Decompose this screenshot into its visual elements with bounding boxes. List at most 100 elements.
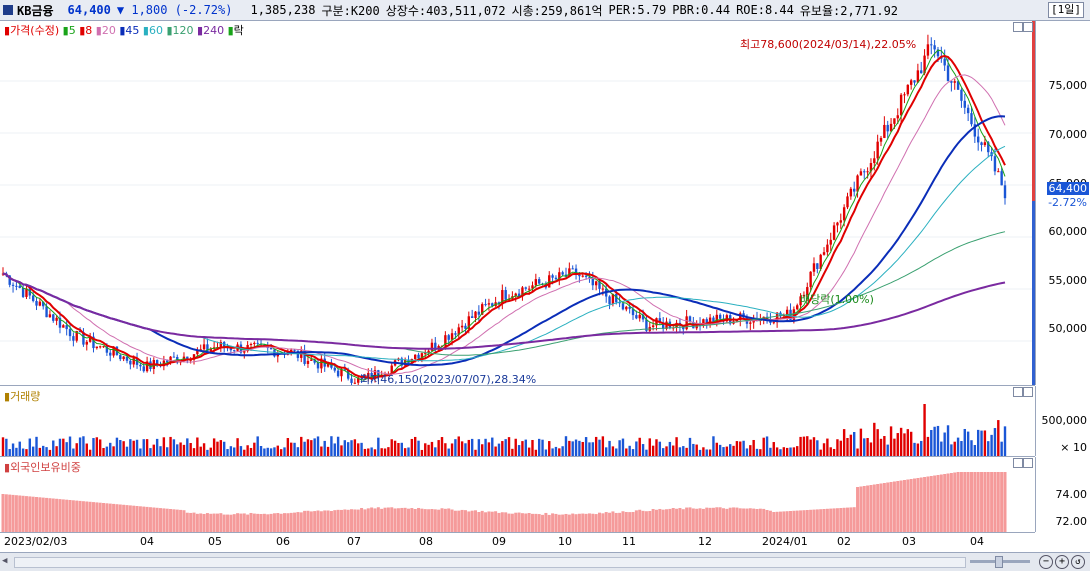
price-axis: 75,000 70,000 65,000 60,000 55,000 50,00… <box>1035 21 1090 385</box>
legend-ma5: 5 <box>68 24 76 37</box>
foreign-bar <box>269 513 273 532</box>
volume-bar <box>782 447 786 456</box>
zoom-out-icon[interactable]: − <box>1039 555 1053 569</box>
candle <box>303 350 306 364</box>
y-tick: 74.00 <box>1055 488 1088 501</box>
foreign-bar <box>420 508 424 532</box>
volume-bar <box>534 449 538 456</box>
volume-bar <box>688 437 692 456</box>
volume-bar <box>377 437 380 456</box>
volume-bar <box>571 441 574 456</box>
foreign-chart[interactable] <box>0 457 1035 532</box>
stock-icon <box>3 5 13 15</box>
candle <box>658 318 662 323</box>
foreign-bar <box>403 507 407 532</box>
volume-bar <box>631 449 635 456</box>
minimize-icon[interactable] <box>1013 22 1023 32</box>
zoom-slider-thumb[interactable] <box>995 556 1003 568</box>
candle <box>269 348 273 350</box>
candle <box>584 275 588 277</box>
candle <box>25 288 28 297</box>
candle <box>591 277 595 286</box>
candle <box>976 136 980 143</box>
zoom-in-icon[interactable]: + <box>1055 555 1069 569</box>
candle <box>35 300 38 306</box>
foreign-bar <box>772 512 776 532</box>
foreign-bar <box>802 510 806 532</box>
volume-bar <box>926 436 930 456</box>
candle <box>997 171 1000 173</box>
header-bar: KB금융 64,400 ▼ 1,800 (-2.72%) 1,385,238 구… <box>0 0 1090 21</box>
minimize-icon[interactable] <box>1013 458 1023 468</box>
candle <box>497 302 501 304</box>
volume-bar <box>635 441 638 456</box>
range-bar-down <box>1032 201 1035 385</box>
foreign-bar <box>799 510 803 532</box>
close-icon[interactable] <box>1023 22 1033 32</box>
minimize-icon[interactable] <box>1013 387 1023 397</box>
stock-name[interactable]: KB금융 <box>17 3 54 18</box>
y-tick: × 10 <box>1060 441 1087 454</box>
foreign-bar <box>38 497 42 532</box>
foreign-bar <box>755 508 759 532</box>
foreign-bar <box>390 507 394 532</box>
volume-bar <box>799 436 802 456</box>
candle <box>109 352 112 356</box>
volume-chart[interactable] <box>0 386 1035 456</box>
foreign-bar <box>507 513 511 532</box>
candle <box>812 263 816 272</box>
foreign-bar <box>336 509 340 532</box>
horizontal-scrollbar[interactable] <box>14 557 966 568</box>
volume-bar <box>678 447 682 456</box>
period-selector[interactable]: [1일] <box>1048 2 1084 18</box>
close-icon[interactable] <box>1023 458 1033 468</box>
foreign-bar <box>641 510 645 532</box>
foreign-bar <box>148 507 152 532</box>
foreign-bar <box>929 476 933 532</box>
foreign-bar <box>319 511 323 532</box>
foreign-bar <box>634 510 638 532</box>
price-chart[interactable] <box>0 21 1035 385</box>
candle <box>62 325 65 328</box>
candle <box>42 301 45 307</box>
foreign-bar <box>705 507 709 532</box>
volume-bar <box>618 440 621 456</box>
foreign-bar <box>768 510 772 532</box>
volume-pane[interactable]: ▮거래량 <box>0 386 1035 457</box>
volume-bar <box>340 445 343 456</box>
high-annotation: 최고78,600(2024/03/14),22.05% <box>740 38 917 51</box>
foreign-bar <box>752 508 756 532</box>
candle <box>943 58 946 66</box>
volume-bar <box>82 436 85 456</box>
foreign-bar <box>936 475 940 532</box>
close-icon[interactable] <box>1023 387 1033 397</box>
foreign-bar <box>494 511 498 532</box>
volume-bar <box>196 437 199 456</box>
foreign-bar <box>443 508 447 532</box>
volume-bar <box>460 441 464 456</box>
zoom-reset-icon[interactable]: ↺ <box>1071 555 1085 569</box>
foreign-bar <box>303 510 307 532</box>
candle <box>18 285 21 288</box>
volume-bar <box>718 444 722 456</box>
candle <box>122 356 125 360</box>
stock-segment: 구분:K200 <box>321 3 380 18</box>
foreign-bar <box>591 513 595 532</box>
foreign-bar <box>326 510 330 532</box>
foreign-bar <box>360 507 364 532</box>
foreign-bar <box>789 511 793 532</box>
scroll-left-button[interactable]: ◀ <box>2 556 8 566</box>
volume-bar <box>839 440 842 456</box>
foreign-bar <box>95 502 99 532</box>
foreign-bar <box>78 500 82 532</box>
legend-ma8: 8 <box>85 24 93 37</box>
volume-bar <box>628 445 631 456</box>
candle <box>447 335 450 340</box>
candle <box>785 309 789 315</box>
foreign-bar <box>242 513 246 532</box>
price-pane[interactable]: ▮가격(수정) ▮5 ▮8 ▮20 ▮45 ▮60 ▮120 ▮240 ▮락 최… <box>0 21 1035 386</box>
volume-bar <box>293 442 296 456</box>
candle <box>554 277 558 280</box>
foreign-pane[interactable]: ▮외국인보유비중 <box>0 457 1035 533</box>
foreign-bar <box>112 503 116 532</box>
